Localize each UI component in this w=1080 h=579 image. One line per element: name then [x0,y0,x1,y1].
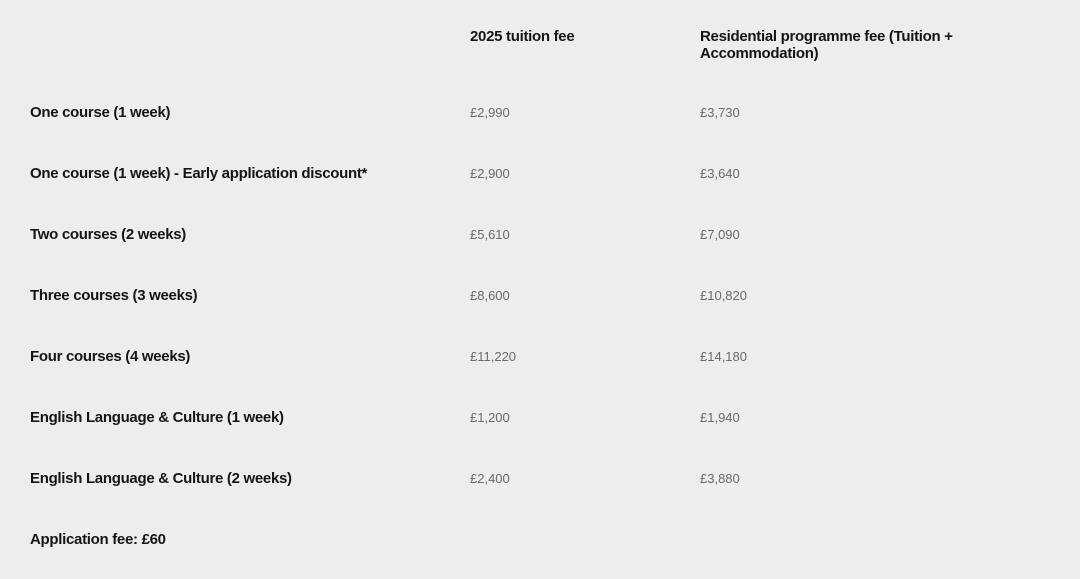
header-tuition-col: 2025 tuition fee [470,20,700,82]
residential-price: £7,090 [700,204,1050,265]
fees-table: 2025 tuition fee Residential programme f… [30,20,1050,548]
table-row: One course (1 week) - Early application … [30,143,1050,204]
table-row: Two courses (2 weeks) £5,610 £7,090 [30,204,1050,265]
row-label: One course (1 week) [30,82,470,143]
residential-price: £3,640 [700,143,1050,204]
row-label: One course (1 week) - Early application … [30,143,470,204]
table-row: English Language & Culture (1 week) £1,2… [30,387,1050,448]
row-label: English Language & Culture (1 week) [30,387,470,448]
application-fee-note: Application fee: £60 [30,509,1050,548]
table-row: Four courses (4 weeks) £11,220 £14,180 [30,326,1050,387]
table-body: One course (1 week) £2,990 £3,730 One co… [30,82,1050,548]
residential-price: £3,730 [700,82,1050,143]
tuition-price: £2,400 [470,448,700,509]
row-label: Two courses (2 weeks) [30,204,470,265]
tuition-price: £2,900 [470,143,700,204]
residential-price: £1,940 [700,387,1050,448]
header-residential-col: Residential programme fee (Tuition + Acc… [700,20,1050,82]
row-label: English Language & Culture (2 weeks) [30,448,470,509]
tuition-price: £8,600 [470,265,700,326]
table-header-row: 2025 tuition fee Residential programme f… [30,20,1050,82]
header-label-col [30,20,470,82]
table-row: One course (1 week) £2,990 £3,730 [30,82,1050,143]
tuition-price: £1,200 [470,387,700,448]
residential-price: £3,880 [700,448,1050,509]
tuition-price: £11,220 [470,326,700,387]
residential-price: £10,820 [700,265,1050,326]
tuition-price: £5,610 [470,204,700,265]
tuition-price: £2,990 [470,82,700,143]
table-row: English Language & Culture (2 weeks) £2,… [30,448,1050,509]
row-label: Four courses (4 weeks) [30,326,470,387]
table-row: Three courses (3 weeks) £8,600 £10,820 [30,265,1050,326]
row-label: Three courses (3 weeks) [30,265,470,326]
table-footer-row: Application fee: £60 [30,509,1050,548]
residential-price: £14,180 [700,326,1050,387]
